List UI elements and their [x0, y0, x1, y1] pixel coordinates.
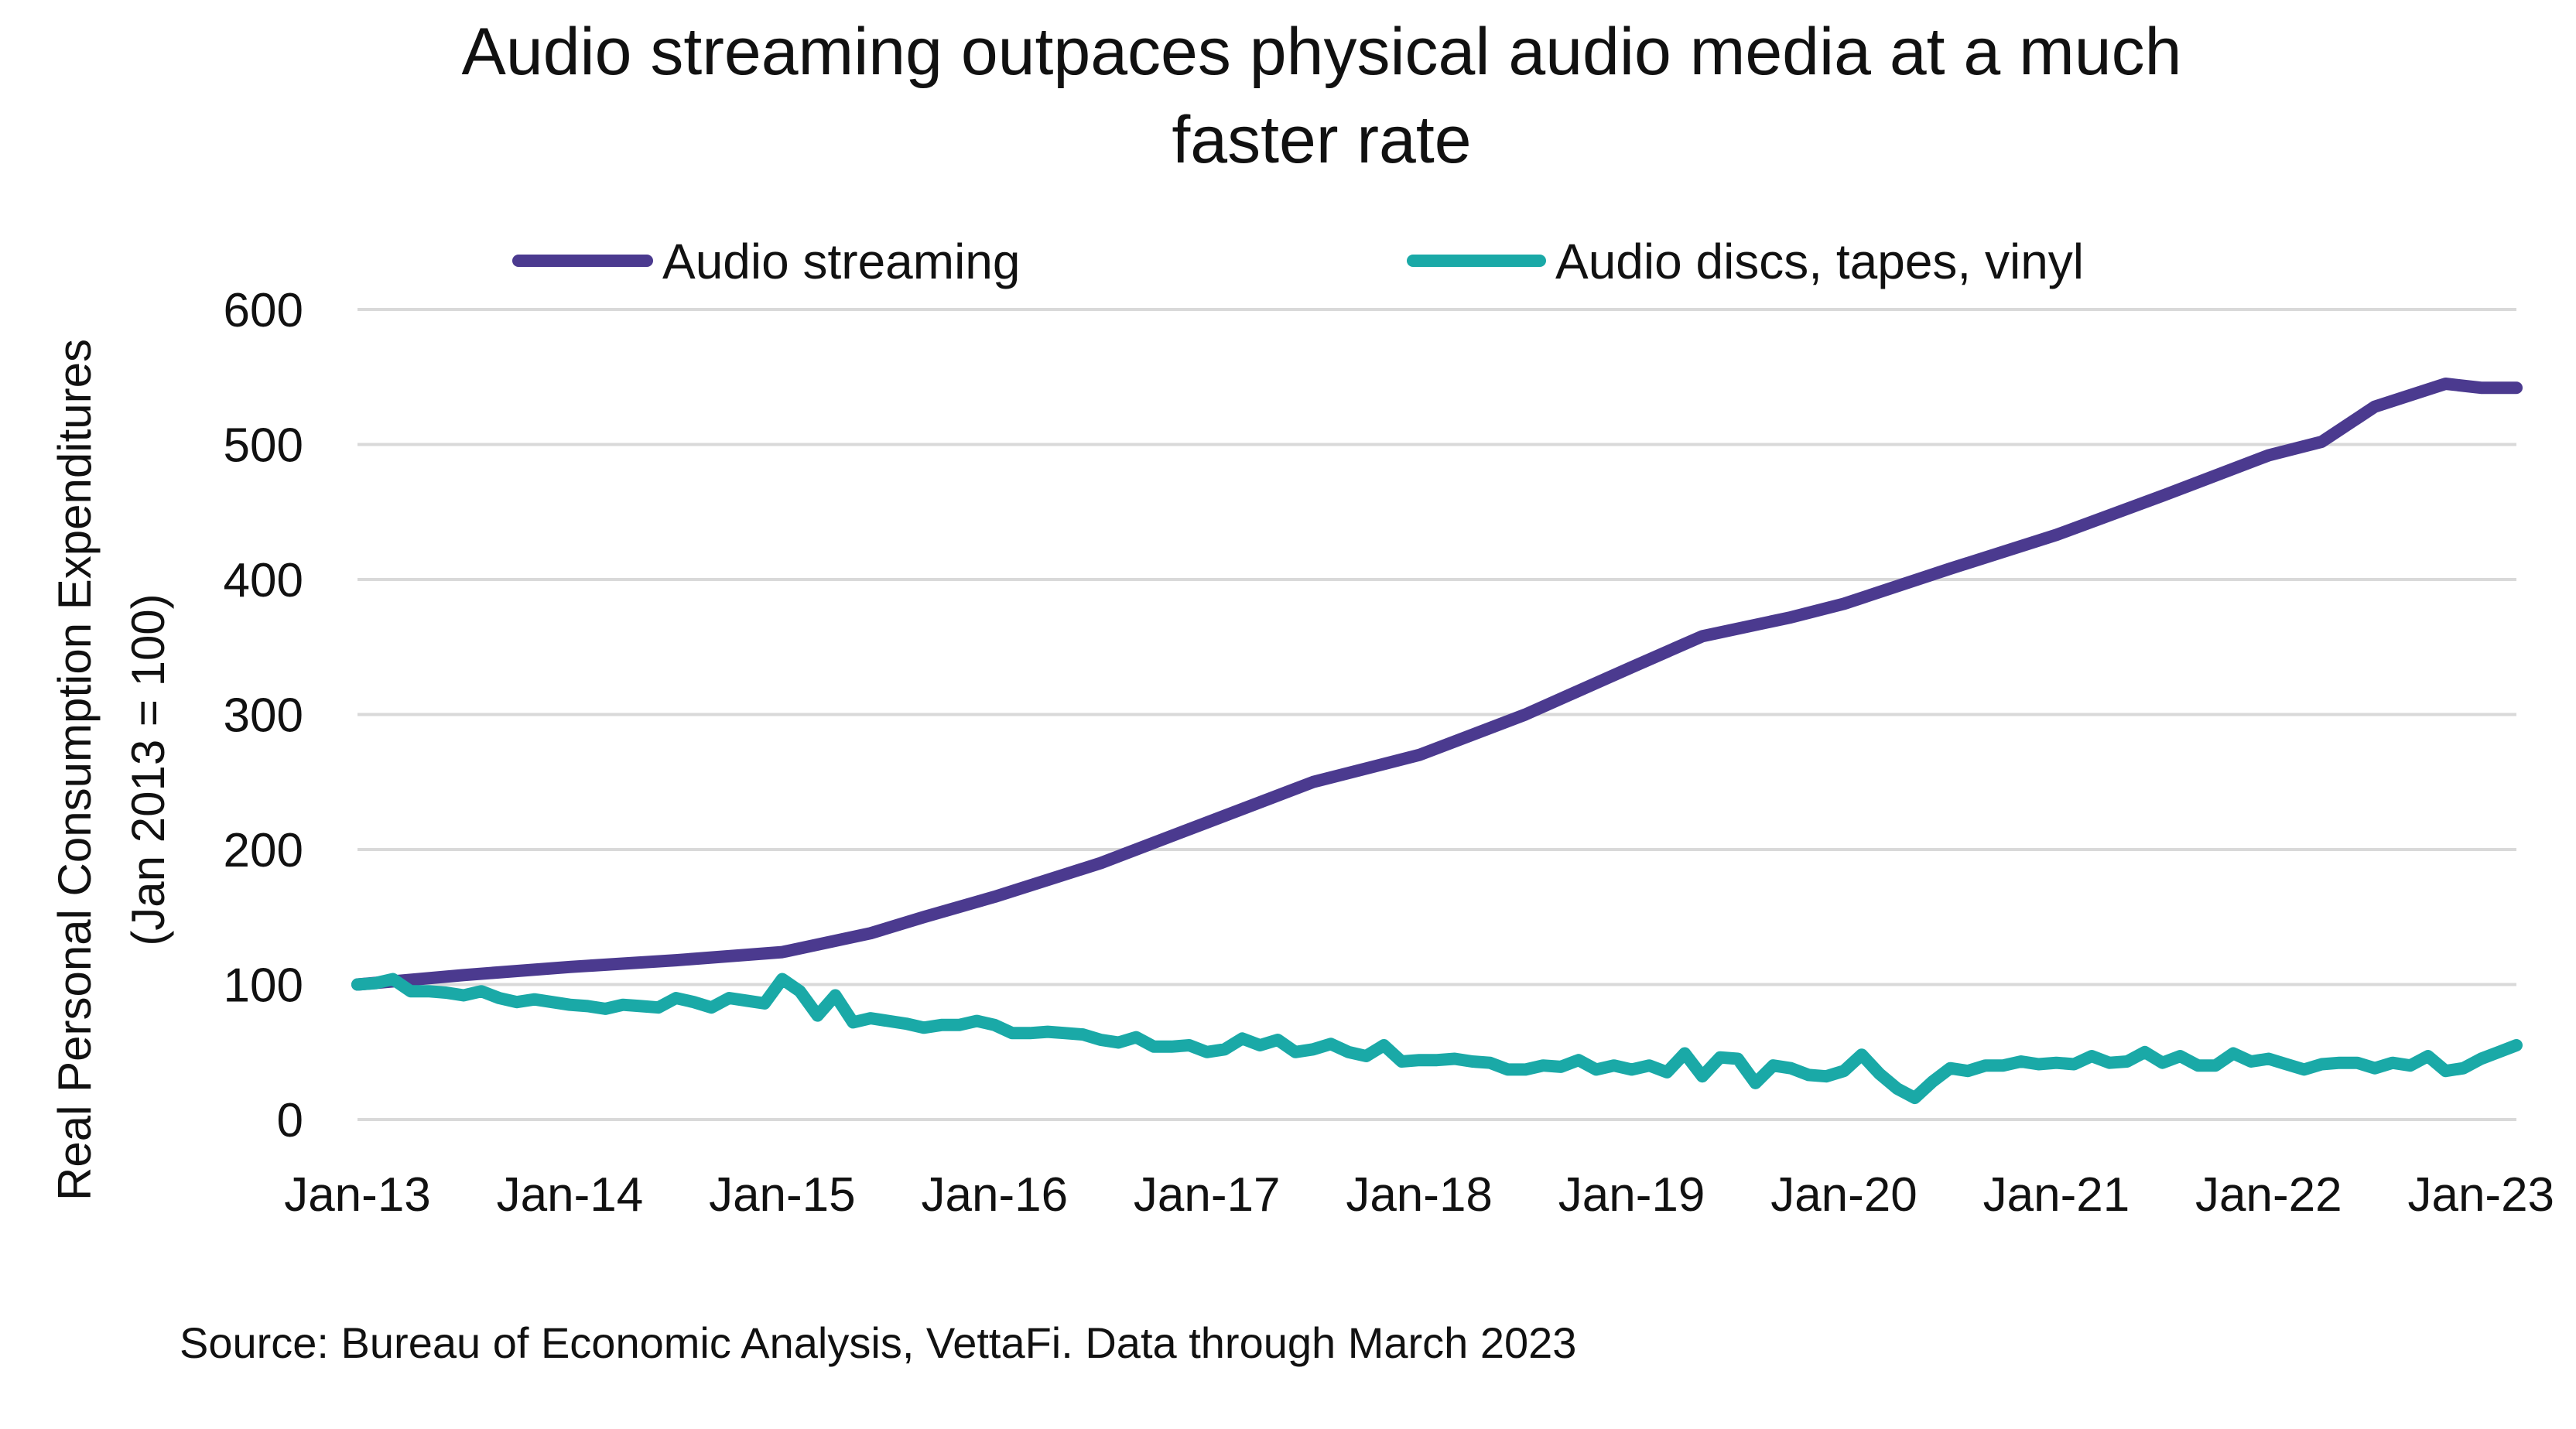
- series-line-audio-streaming: [351, 378, 2523, 991]
- legend-label-audio-streaming: Audio streaming: [662, 234, 1020, 289]
- gridlines: [357, 308, 2516, 1121]
- legend-label-audio-discs: Audio discs, tapes, vinyl: [1555, 234, 2084, 289]
- x-tick-label-jan-21: Jan-21: [1983, 1168, 2130, 1222]
- y-tick-label-400: 400: [224, 554, 303, 607]
- y-tick-label-500: 500: [224, 419, 303, 473]
- x-tick-label-jan-20: Jan-20: [1770, 1168, 1917, 1222]
- y-tick-label-600: 600: [224, 284, 303, 337]
- x-tick-label-jan-19: Jan-19: [1558, 1168, 1705, 1222]
- x-tick-label-jan-22: Jan-22: [2195, 1168, 2342, 1222]
- chart-title-line-1: Audio streaming outpaces physical audio …: [462, 15, 2182, 89]
- x-axis-tick-labels: Jan-13 Jan-14 Jan-15 Jan-16 Jan-17 Jan-18 Jan-…: [284, 1168, 2554, 1222]
- x-tick-label-jan-13: Jan-13: [284, 1168, 431, 1222]
- series-line-audio-discs-tapes-vinyl: [351, 973, 2523, 1105]
- x-tick-label-jan-15: Jan-15: [709, 1168, 856, 1222]
- y-tick-label-300: 300: [224, 689, 303, 743]
- legend: Audio streaming Audio discs, tapes, viny…: [512, 234, 2084, 289]
- x-tick-label-jan-16: Jan-16: [921, 1168, 1068, 1222]
- y-axis-tick-labels: 0 100 200 300 400 500 600: [224, 284, 303, 1147]
- x-tick-label-jan-23: Jan-23: [2407, 1168, 2554, 1222]
- y-axis-title-line-2: (Jan 2013 = 100): [122, 593, 174, 945]
- y-tick-label-200: 200: [224, 824, 303, 877]
- x-tick-label-jan-14: Jan-14: [497, 1168, 644, 1222]
- source-note: Source: Bureau of Economic Analysis, Vet…: [180, 1318, 1576, 1367]
- y-tick-label-100: 100: [224, 959, 303, 1013]
- x-tick-label-jan-17: Jan-17: [1134, 1168, 1281, 1222]
- y-tick-label-0: 0: [277, 1094, 303, 1147]
- chart-title-line-2: faster rate: [1172, 103, 1471, 177]
- x-tick-label-jan-18: Jan-18: [1346, 1168, 1493, 1222]
- y-axis-title-line-1: Real Personal Consumption Expenditures: [49, 339, 101, 1201]
- series-lines: [351, 378, 2523, 1105]
